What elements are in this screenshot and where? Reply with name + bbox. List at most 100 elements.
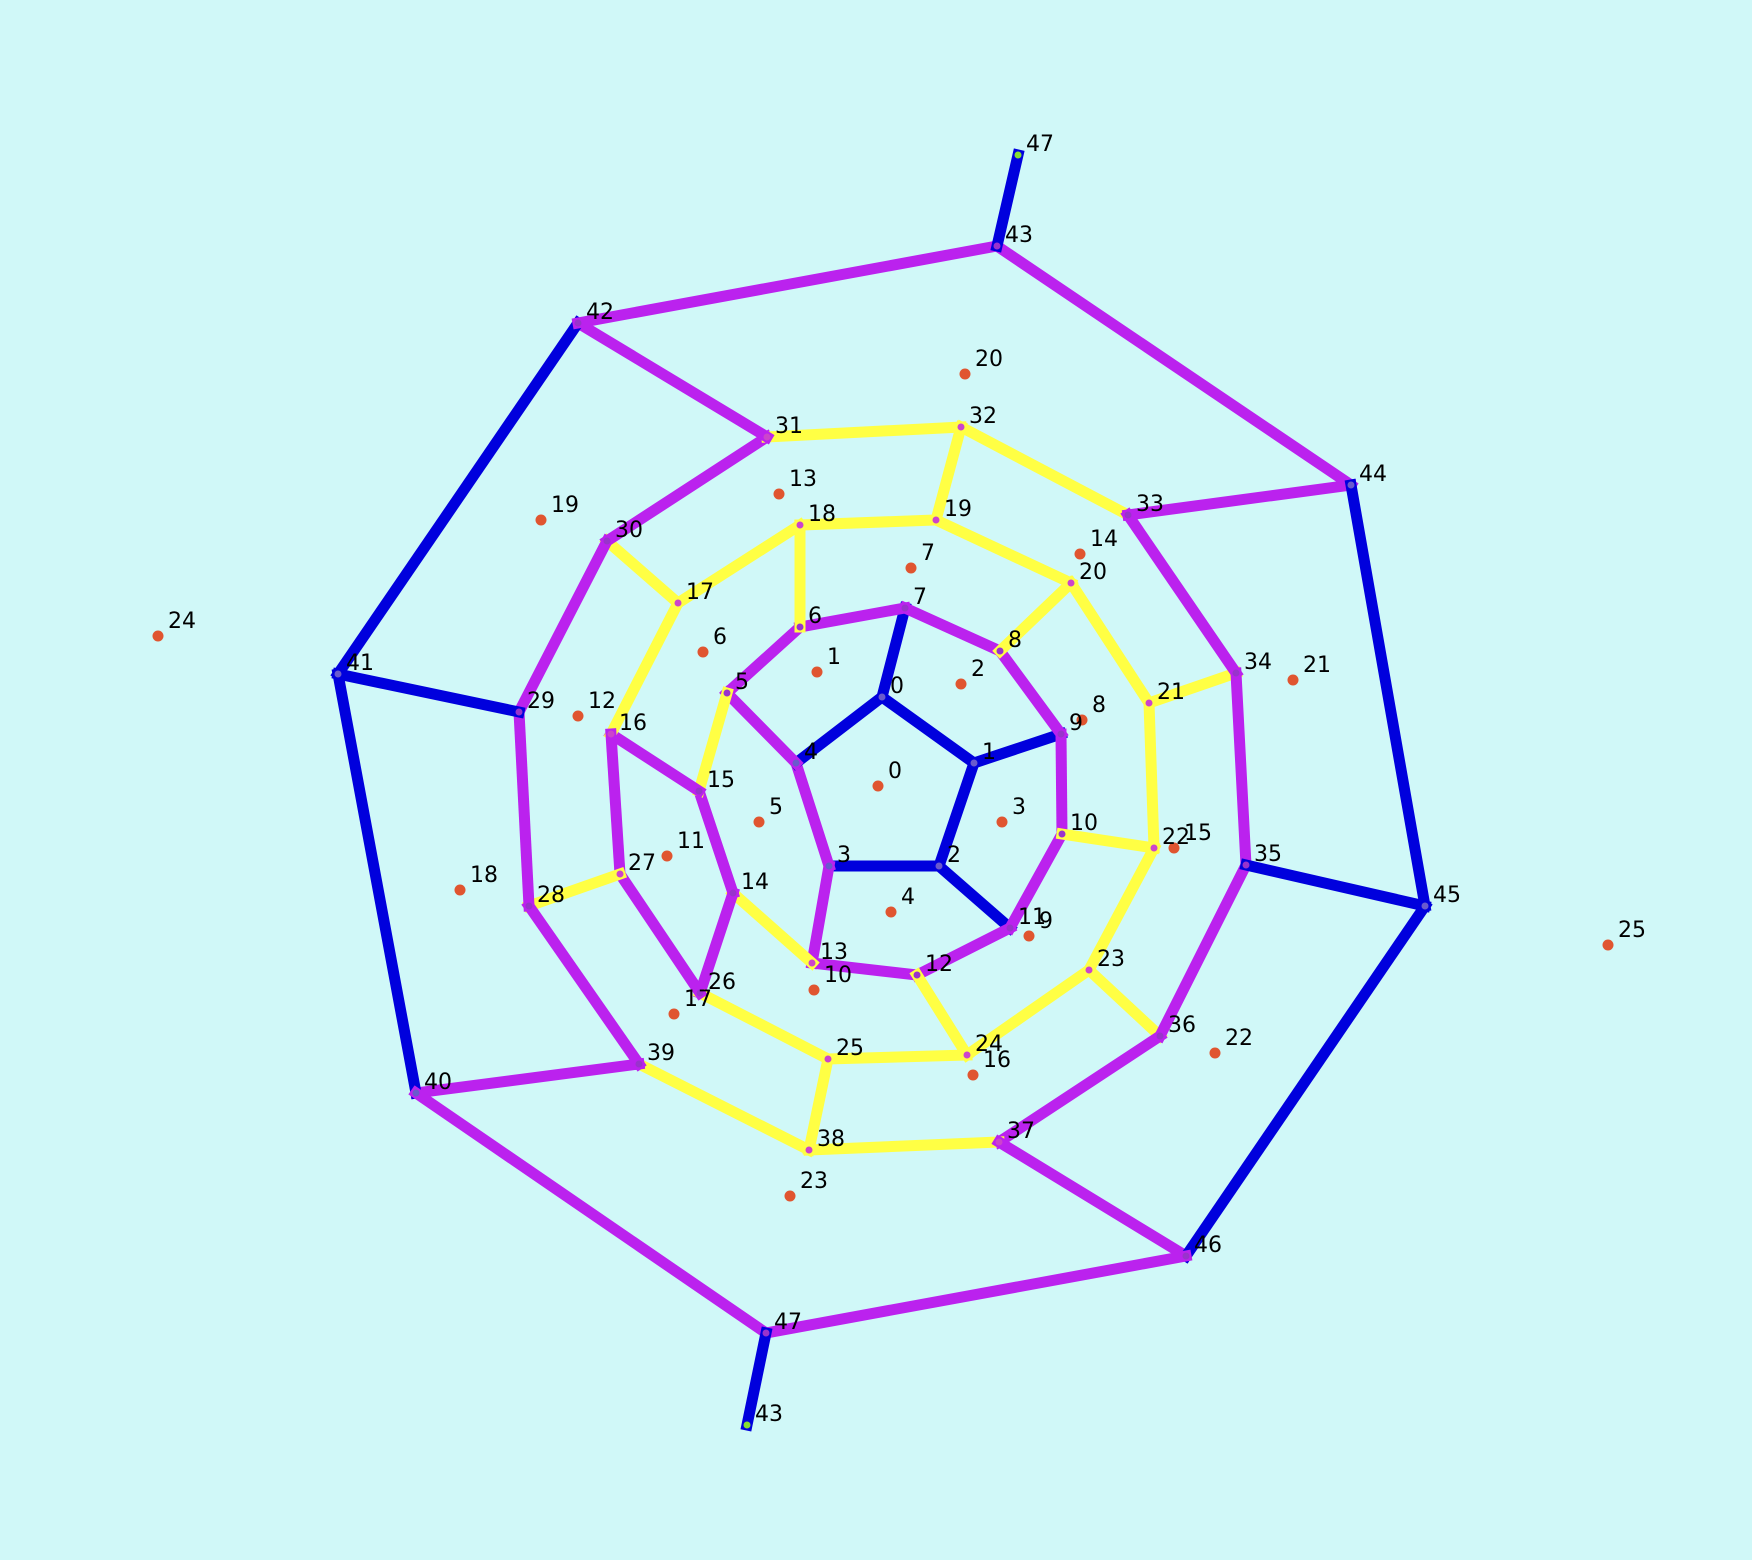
edge-19-32 [929,420,968,527]
vertex-label-1: 1 [982,740,996,765]
face-dot-20 [959,368,971,380]
edge-21-22 [1143,697,1160,854]
face-label-2: 2 [971,657,985,682]
vertex-39 [635,1060,643,1068]
edges-layer [330,148,1433,1432]
edge-26-27 [612,866,708,1001]
vertex-label-2: 2 [947,843,961,868]
vertex-label-47: 47 [774,1310,802,1335]
vertex-13 [808,959,816,967]
vertices-layer [334,151,1429,1429]
edge-9-10 [1055,728,1068,840]
edge-13-14 [725,885,820,971]
edge-31-32 [761,421,967,443]
vertex-4 [792,759,800,767]
edge-23-36 [1081,962,1168,1044]
vertex-6 [796,623,804,631]
edge-8-9 [992,643,1069,742]
vertex-27 [616,870,624,878]
edge-15-5 [692,686,734,798]
labels-layer: 01 23456789101112131415161718192021222324… [168,132,1646,1427]
face-dot-13 [773,488,785,500]
edge-4-5 [719,685,804,771]
vertex-label-26: 26 [708,970,736,995]
vertex-label-33: 33 [1136,492,1164,517]
edge-31-42 [570,315,775,445]
face-dot-16 [967,1069,979,1081]
vertex-label-41: 41 [346,651,374,676]
face-label-22: 22 [1225,1026,1253,1051]
edge-21-34 [1142,666,1243,710]
face-dot-21 [1287,674,1299,686]
vertex-label-35: 35 [1254,842,1282,867]
edge-22-23 [1081,840,1162,978]
vertex-label-8: 8 [1008,628,1022,653]
vertex-label-21: 21 [1157,680,1185,705]
face-dot-17 [668,1008,680,1020]
face-dot-5 [753,816,765,828]
edge-23-24 [959,962,1097,1063]
vertex-40 [412,1089,420,1097]
edge-45-46 [1178,898,1433,1264]
vertex-7 [901,604,909,612]
vertex-33 [1124,511,1132,519]
edge-1-9 [967,727,1068,770]
vertex-10 [1058,830,1066,838]
vertex-label-7: 7 [913,585,927,610]
face-dot-2 [955,678,967,690]
vertex-label-20: 20 [1079,560,1107,585]
vertex-label-22: 22 [1162,825,1190,850]
edge-16-17 [603,595,686,742]
face-dot-11 [661,850,673,862]
face-label-7: 7 [921,541,935,566]
edge-47-40 [408,1085,774,1341]
vertex-24 [963,1051,971,1059]
vertex-41 [334,670,342,678]
edge-1-2 [932,756,981,873]
edge-17-30 [599,533,686,611]
face-label-1: 1 [827,645,841,670]
edge-37-46 [991,1134,1194,1264]
face-dot-9 [1023,930,1035,942]
edge-10-22 [1055,827,1161,855]
vertex-12 [913,971,921,979]
edge-43-48 [990,148,1025,253]
vertex-45 [1421,902,1429,910]
vertex-label-4: 4 [804,740,818,765]
face-dot-3 [996,816,1008,828]
vertex-19 [932,516,940,524]
edge-35-45 [1239,858,1432,913]
face-dot-6 [697,646,709,658]
vertex-label-13: 13 [820,940,848,965]
edge-32-33 [953,419,1136,523]
edge-12-13 [805,956,924,982]
vertex-label-5: 5 [735,670,749,695]
edge-7-8 [897,600,1008,659]
vertex-label-19: 19 [944,497,972,522]
edge-3-4 [789,756,836,873]
vertex-label-24: 24 [975,1032,1003,1057]
edge-43-44 [989,238,1359,493]
edge-11-12 [909,920,1018,983]
edge-36-37 [991,1028,1168,1150]
vertex-30 [603,537,611,545]
vertex-label-28: 28 [537,883,565,908]
edge-4-0 [788,689,890,771]
face-label-10: 10 [824,963,852,988]
vertex-47 [762,1329,770,1337]
edge-29-41 [331,667,526,719]
vertex-28 [525,902,533,910]
vertex-22 [1150,844,1158,852]
edge-33-44 [1121,478,1358,522]
vertex-label-15: 15 [707,768,735,793]
face-label-6: 6 [713,625,727,650]
face-dot-12 [572,710,584,722]
edge-40-41 [331,667,423,1100]
face-label-13: 13 [789,467,817,492]
vertex-label-31: 31 [775,414,803,439]
face-dot-10 [808,984,820,996]
face-dot-22 [1209,1047,1221,1059]
vertex-43 [993,242,1001,250]
vertex-17 [674,599,682,607]
